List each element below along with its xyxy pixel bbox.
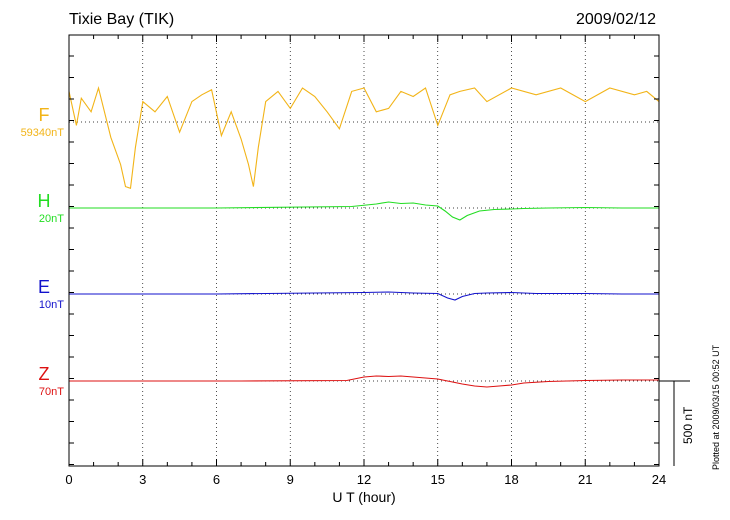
series-name-f: F xyxy=(39,105,50,125)
series-name-h: H xyxy=(38,191,51,211)
x-tick-label: 24 xyxy=(652,472,666,487)
date-title: 2009/02/12 xyxy=(576,11,657,28)
x-axis-label: U T (hour) xyxy=(332,489,395,505)
series-name-z: Z xyxy=(39,364,50,384)
series-baseline-f: 59340nT xyxy=(21,127,65,139)
x-tick-label: 12 xyxy=(357,472,371,487)
series-line-e xyxy=(69,291,659,301)
x-tick-label: 0 xyxy=(65,472,72,487)
plotted-note: Plotted at 2009/03/15 00:52 UT xyxy=(711,344,721,470)
x-tick-label: 6 xyxy=(213,472,220,487)
series-baseline-e: 10nT xyxy=(39,299,64,311)
station-title: Tixie Bay (TIK) xyxy=(69,11,175,28)
grid xyxy=(69,35,659,466)
x-tick-label: 9 xyxy=(287,472,294,487)
series-labels: F 59340nT H 20nT E 10nT Z 70nT xyxy=(21,105,65,398)
series-line-f xyxy=(68,85,660,190)
scale-label: 500 nT xyxy=(681,406,695,444)
x-tick-label: 21 xyxy=(578,472,592,487)
series-name-e: E xyxy=(38,277,50,297)
x-tick-label: 18 xyxy=(504,472,518,487)
series-baseline-h: 20nT xyxy=(39,213,64,225)
series-line-h xyxy=(69,201,659,221)
series-line-z xyxy=(69,375,659,388)
x-tick-label: 3 xyxy=(139,472,146,487)
x-tick-label: 15 xyxy=(431,472,445,487)
tick-group: 0 3 6 9 12 15 18 21 24 xyxy=(65,35,666,487)
series-group xyxy=(68,85,660,388)
series-baseline-z: 70nT xyxy=(39,386,64,398)
